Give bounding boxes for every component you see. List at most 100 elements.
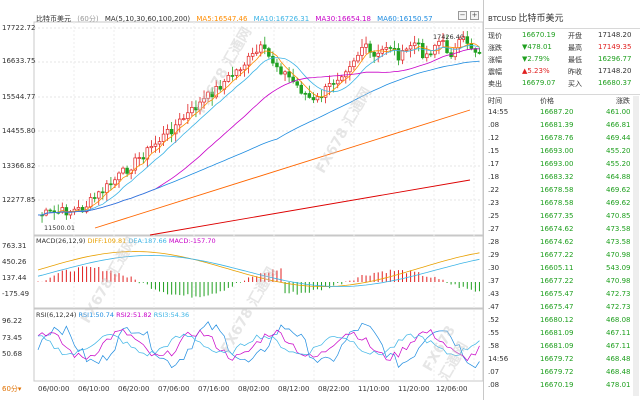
- candle-body: [372, 52, 376, 57]
- tick-change: 470.98: [606, 251, 631, 259]
- candle-body: [388, 47, 393, 49]
- candle-body: [141, 157, 146, 160]
- tick-time: .52: [488, 316, 500, 324]
- candle-body: [88, 197, 93, 208]
- tick-price: 16675.47: [540, 303, 574, 311]
- tick-change: 543.09: [606, 264, 631, 272]
- tick-row: .22 16678.58 469.62: [488, 186, 638, 197]
- candle-body: [238, 69, 243, 72]
- tick-price: 16683.32: [540, 173, 574, 181]
- candle-body: [429, 53, 433, 56]
- macd-diff: DIFF:109.81: [87, 237, 127, 245]
- candle-body: [218, 86, 223, 90]
- date-label: 08/22:00: [318, 385, 350, 393]
- candlestick-chart[interactable]: [0, 0, 484, 400]
- tick-change: 466.81: [606, 121, 631, 129]
- tick-change: 470.85: [606, 212, 631, 220]
- candle-body: [178, 118, 182, 126]
- ma60-line: [37, 60, 480, 216]
- candle-body: [157, 141, 162, 145]
- quote-row: 震幅 ▲5.23% 昨收 17148.20: [488, 67, 638, 77]
- tick-time: .08: [488, 381, 500, 389]
- tick-time: .55: [488, 329, 500, 337]
- tick-time: .08: [488, 121, 500, 129]
- candle-body: [133, 157, 137, 171]
- quote-value: ▼478.01: [522, 43, 552, 51]
- tick-change: 472.73: [606, 303, 631, 311]
- candle-body: [283, 71, 287, 75]
- tick-price: 16677.35: [540, 212, 574, 220]
- tick-time: 14:55: [488, 108, 509, 116]
- chart-header: 比特币美元 (60分) MA(5,10,30,60,100,200) MA5:1…: [36, 14, 437, 24]
- tick-time: .17: [488, 160, 500, 168]
- candle-body: [76, 207, 81, 210]
- candle-body: [364, 43, 368, 48]
- date-label: 12/06:00: [436, 385, 468, 393]
- tick-price: 16679.72: [540, 355, 574, 363]
- date-label: 08/12:00: [278, 385, 310, 393]
- candle-body: [161, 133, 166, 142]
- tick-row: 14:56 16679.72 468.48: [488, 355, 638, 366]
- ma-params: MA(5,10,30,60,100,200): [104, 15, 191, 23]
- tick-time: .30: [488, 264, 500, 272]
- candle-body: [190, 107, 194, 114]
- quote-value: 16670.19: [522, 31, 556, 39]
- zoom-out-button[interactable]: −: [458, 11, 467, 20]
- macd-panel-frame: [33, 235, 484, 309]
- tick-price: 16678.76: [540, 134, 574, 142]
- ma200-line: [149, 179, 471, 236]
- candle-body: [109, 183, 113, 186]
- divider: [485, 94, 640, 95]
- chevron-down-icon: ▾: [17, 385, 22, 393]
- tick-row: .18 16683.32 464.88: [488, 173, 638, 184]
- tick-change: 473.58: [606, 225, 631, 233]
- candle-body: [173, 124, 178, 135]
- rsi-line: [37, 321, 480, 369]
- tick-row: 14:55 16687.20 461.00: [488, 108, 638, 119]
- tick-row: .17 16693.00 455.20: [488, 160, 638, 171]
- quote-value: 16679.07: [522, 79, 556, 87]
- date-label: 06/00:00: [38, 385, 70, 393]
- quote-value: 17149.35: [598, 43, 632, 51]
- candle-body: [230, 75, 235, 77]
- tick-change: 467.11: [606, 342, 631, 350]
- candle-body: [465, 36, 470, 44]
- candle-body: [153, 143, 158, 147]
- candle-body: [348, 66, 352, 73]
- candle-body: [477, 51, 482, 54]
- tick-time: .15: [488, 147, 500, 155]
- tick-row: .43 16675.47 472.73: [488, 290, 638, 301]
- rsi2-value: RSI2:51.82: [116, 311, 152, 319]
- zoom-in-button[interactable]: +: [470, 11, 479, 20]
- tick-row: .30 16605.11 543.09: [488, 264, 638, 275]
- quote-value: ▼2.79%: [522, 55, 550, 63]
- scrollbar[interactable]: [633, 96, 639, 396]
- date-label: 06/10:00: [78, 385, 110, 393]
- tick-row: .12 16678.76 469.44: [488, 134, 638, 145]
- divider: [485, 28, 640, 29]
- chart-area[interactable]: 比特币美元 (60分) MA(5,10,30,60,100,200) MA5:1…: [0, 0, 484, 400]
- tick-time: .58: [488, 342, 500, 350]
- period-selector[interactable]: 60分▾: [2, 384, 21, 394]
- candle-body: [307, 93, 312, 98]
- candle-body: [254, 51, 259, 54]
- candle-body: [210, 91, 214, 98]
- macd-dea-line: [37, 254, 480, 287]
- candle-body: [113, 179, 117, 185]
- tick-change: 473.58: [606, 238, 631, 246]
- tick-row: .28 16674.62 473.58: [488, 238, 638, 249]
- tick-row: .07 16679.72 468.48: [488, 368, 638, 379]
- tick-price: 16681.09: [540, 342, 574, 350]
- tick-change: 455.20: [606, 160, 631, 168]
- quote-label: 卖出: [488, 80, 502, 88]
- tick-price: 16681.09: [540, 329, 574, 337]
- low-marker: 11500.01: [44, 224, 76, 232]
- candle-body: [182, 118, 186, 120]
- date-label: 06/20:00: [118, 385, 150, 393]
- tick-change: 468.48: [606, 368, 631, 376]
- tick-time: .37: [488, 277, 500, 285]
- tick-price: 16679.72: [540, 368, 574, 376]
- candle-body: [416, 42, 421, 45]
- tick-time: 14:56: [488, 355, 509, 363]
- candle-body: [396, 48, 401, 61]
